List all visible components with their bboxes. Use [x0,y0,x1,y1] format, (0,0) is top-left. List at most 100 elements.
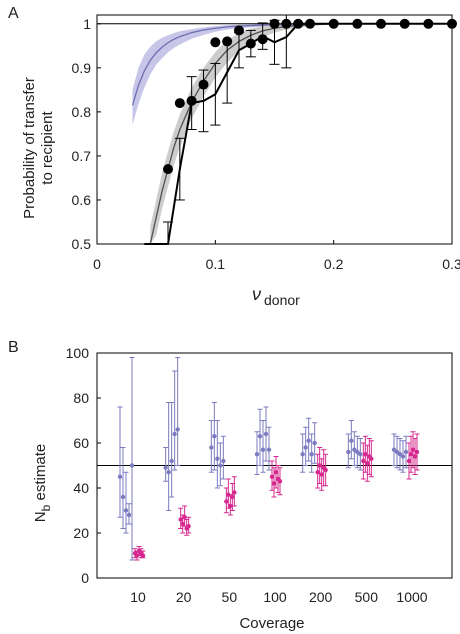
magenta-point [363,452,368,457]
purple-point [346,449,351,455]
purple-point [309,452,314,457]
magenta-point [361,458,366,464]
y-tick-label: 0.5 [72,236,92,252]
purple-point [120,494,126,500]
panel-b-y-label-rest: estimate [32,444,49,505]
data-marker [163,164,173,175]
gray-model-line [149,23,452,245]
purple-point [254,452,260,457]
gray-model-band [150,23,452,244]
purple-point [349,438,354,443]
purple-point [166,470,171,475]
data-marker [257,34,268,45]
purple-point [117,474,123,479]
purple-point [352,447,357,452]
magenta-point [408,452,414,457]
purple-point [218,463,223,468]
magenta-point [269,474,275,479]
x-tick-label: 0.1 [206,256,226,272]
magenta-point [315,470,320,475]
x-tick-label: 500 [355,589,379,605]
panel-b-y-label: Nb estimate [32,444,53,522]
gray-band-area [150,23,452,244]
data-marker [198,79,209,90]
panel-b: B 0 20 40 60 80 100 10 20 50 100 200 500 1000 Nb es… [8,339,453,632]
magenta-point [224,499,229,504]
purple-point [175,427,180,432]
purple-point [126,512,132,518]
x-tick-label: 100 [263,589,287,605]
purple-point [355,449,360,455]
y-tick-label: 1 [83,16,91,32]
x-tick-label: 0 [93,256,101,272]
panel-b-y-label-sub: b [39,504,53,511]
purple-band-area [132,23,452,126]
panel-b-y-label-main: N [32,511,49,522]
data-line [144,22,452,245]
purple-point [358,452,363,457]
x-tick-label: 10 [130,589,146,605]
magenta-point [140,553,146,558]
panel-a-x-label-symbol: ν [252,284,261,304]
magenta-point [178,517,183,522]
y-tick-label: 20 [73,525,89,541]
panel-b-y-ticks: 0 20 40 60 80 100 [66,345,101,586]
purple-point [306,438,311,443]
x-tick-label: 1000 [396,589,427,605]
magenta-point [228,503,233,509]
y-tick-label: 100 [66,345,90,361]
y-tick-label: 0.9 [72,60,92,76]
y-tick-label: 0.6 [72,192,92,208]
panel-a-x-ticks: 0 0.1 0.2 0.3 [93,240,460,272]
purple-point [312,440,317,446]
purple-point [215,456,220,461]
purple-point [260,447,266,452]
purple-point [169,458,174,464]
x-tick-label: 50 [222,589,238,605]
purple-point [212,434,217,439]
purple-point [400,454,406,459]
magenta-point [182,515,187,520]
magenta-point [406,458,412,464]
x-tick-label: 200 [309,589,333,605]
magenta-point [273,470,279,475]
purple-point [129,463,135,468]
panel-a-frame [96,14,453,245]
magenta-point [271,481,277,486]
magenta-point [180,521,185,527]
purple-point [221,458,226,464]
purple-point [163,465,168,470]
purple-point [266,447,272,452]
magenta-point [317,463,322,468]
data-marker [174,98,185,109]
panel-b-estimates [117,357,420,561]
magenta-point [323,467,328,473]
panel-b-x-label: Coverage [239,615,304,632]
magenta-point [186,524,191,529]
magenta-point [412,454,418,459]
purple-point [397,452,403,457]
y-tick-label: 0 [81,570,89,586]
purple-model-band [132,23,452,126]
purple-point [394,449,400,455]
y-tick-label: 60 [73,435,89,451]
magenta-point [230,494,235,500]
purple-point [257,434,263,439]
panel-b-letter: B [8,339,19,356]
purple-model-line [131,23,452,106]
purple-point [209,445,214,450]
magenta-point [410,447,416,452]
magenta-point [319,472,324,477]
purple-point [403,449,409,455]
data-marker [186,95,197,106]
panel-a-axes [96,14,453,245]
y-tick-label: 0.8 [72,104,92,120]
x-tick-label: 20 [176,589,192,605]
y-tick-label: 0.7 [72,148,92,164]
panel-a-markers [163,18,457,175]
panel-a-y-label-line1: Probability of transfer [21,77,38,219]
purple-point [391,447,397,452]
panel-b-frame [96,352,453,579]
purple-point [123,508,129,513]
